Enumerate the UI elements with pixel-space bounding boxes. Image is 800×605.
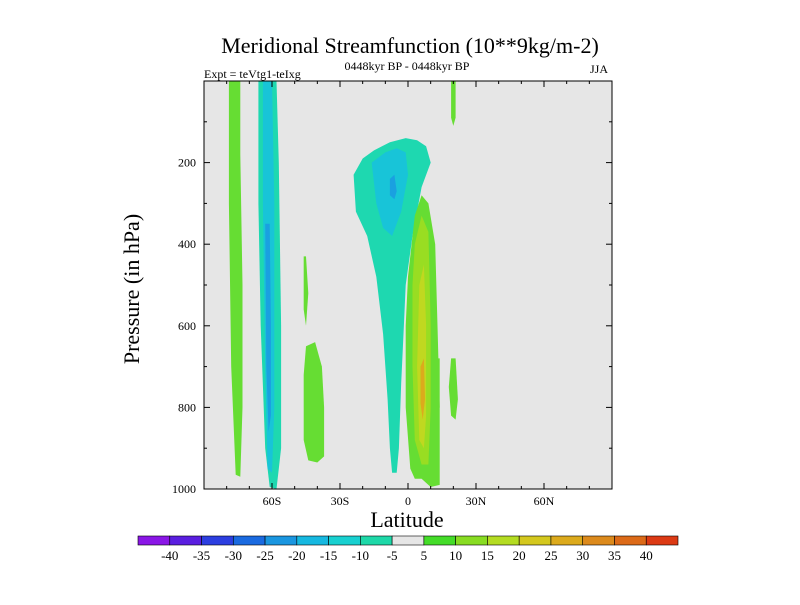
colorbar-swatch (360, 535, 393, 546)
colorbar-label: 40 (640, 548, 653, 563)
colorbar-swatch (232, 535, 266, 546)
colorbar-swatch (487, 535, 520, 546)
contour-strip-20n-positive (448, 358, 458, 420)
x-tick-label: 30N (466, 494, 487, 508)
colorbar-label: -5 (387, 548, 398, 563)
x-axis: 60S 30S 0 30N 60N (226, 81, 590, 508)
colorbar-label: -10 (352, 548, 369, 563)
x-tick-label: 60S (263, 494, 282, 508)
contour-blob-40s-positive (303, 342, 325, 463)
colorbar-label: 5 (421, 548, 428, 563)
contour-regions (228, 81, 458, 489)
contour-cell-south-mid-negative (371, 148, 408, 236)
colorbar-label: -30 (225, 548, 242, 563)
contour-cell-north-core-positive (420, 358, 425, 420)
x-tick-label: 0 (405, 494, 411, 508)
colorbar-swatch (391, 535, 425, 546)
colorbar-label: -35 (193, 548, 210, 563)
colorbar-swatch (328, 535, 361, 546)
colorbar-swatch (550, 535, 584, 546)
colorbar-swatch (169, 535, 202, 546)
colorbar-label: 15 (481, 548, 494, 563)
contour-tongue-45s-positive (303, 256, 309, 326)
y-tick-label: 400 (178, 237, 196, 251)
y-tick-label: 200 (178, 156, 196, 170)
colorbar-label: -15 (320, 548, 337, 563)
y-tick-label: 800 (178, 400, 196, 414)
colorbar-label: 30 (576, 548, 589, 563)
colorbar-swatch (137, 535, 171, 546)
y-tick-label: 600 (178, 319, 196, 333)
colorbar-label: 10 (449, 548, 462, 563)
colorbar-swatch (645, 535, 679, 546)
colorbar-swatch (582, 535, 615, 546)
contour-strip-top-positive (451, 81, 456, 126)
contour-cell-south-outer-negative (353, 138, 431, 473)
colorbar-swatch (201, 535, 234, 546)
colorbar-label: -20 (288, 548, 305, 563)
colorbar-swatch (296, 535, 329, 546)
colorbar-swatch (455, 535, 488, 546)
y-axis: 200 400 600 800 1000 (172, 121, 612, 496)
colorbar-label: 25 (544, 548, 557, 563)
chart-title: Meridional Streamfunction (10**9kg/m-2) (221, 33, 599, 58)
colorbar-label: -25 (256, 548, 273, 563)
y-axis-label: Pressure (in hPa) (119, 214, 144, 364)
x-tick-label: 30S (331, 494, 350, 508)
contour-strip-15n-positive (436, 358, 440, 412)
subtitle-right: JJA (590, 62, 608, 76)
colorbar-label: 35 (608, 548, 621, 563)
colorbar-label: 20 (513, 548, 526, 563)
subtitle-left: Expt = teVtg1-teIxg (204, 67, 301, 81)
y-tick-label: 1000 (172, 482, 196, 496)
colorbar-swatch (614, 535, 647, 546)
colorbar: -40 -35 -30 -25 -20 -15 -10 -5 5 10 15 20 25 30 35 40 (137, 535, 679, 563)
x-tick-label: 60N (534, 494, 555, 508)
contour-band-60s-inner-negative (265, 223, 271, 432)
contour-cell-south-core-negative (389, 174, 397, 200)
x-axis-label: Latitude (370, 507, 443, 532)
colorbar-swatch (518, 535, 552, 546)
subtitle-center: 0448kyr BP - 0448kyr BP (345, 59, 470, 73)
colorbar-swatch (423, 535, 456, 546)
colorbar-label: -40 (161, 548, 178, 563)
colorbar-swatch (264, 535, 298, 546)
contour-band-far-south-positive (228, 81, 243, 477)
